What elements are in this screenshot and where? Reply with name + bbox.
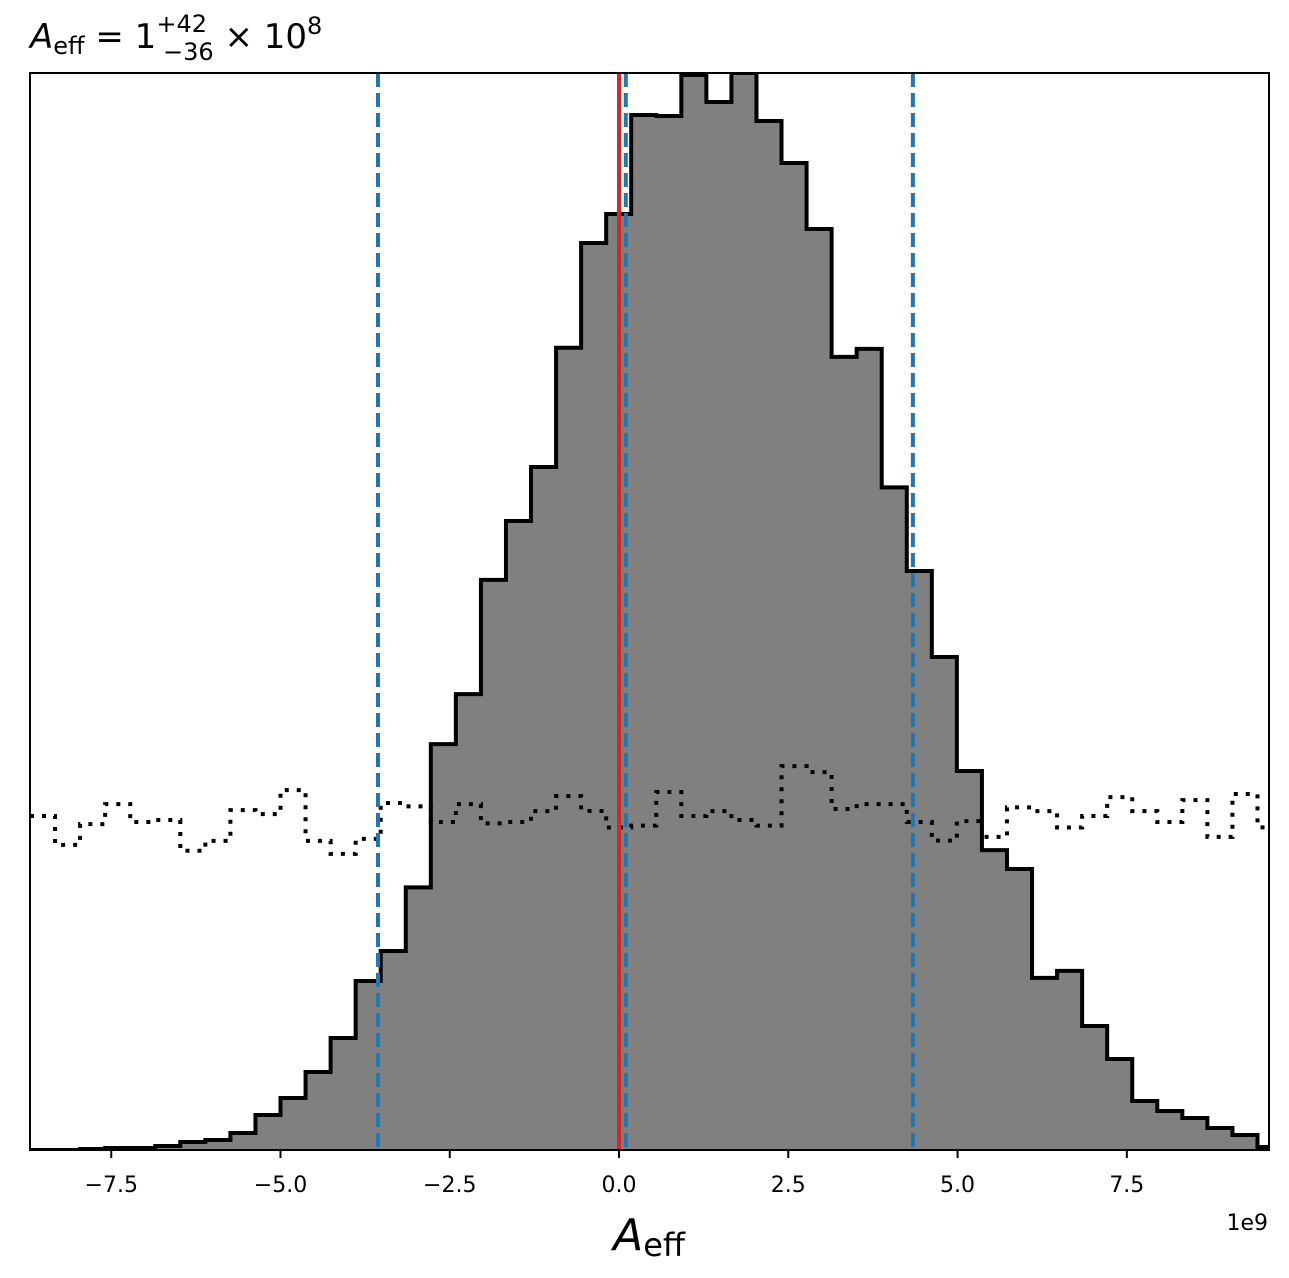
x-tick-label: 2.5 — [771, 1173, 806, 1198]
posterior-bar — [981, 850, 1008, 1150]
posterior-bar — [556, 347, 582, 1150]
x-tick-label: −7.5 — [85, 1173, 138, 1198]
posterior-bar — [806, 228, 833, 1150]
posterior-bar — [1107, 1058, 1133, 1150]
posterior-bar — [906, 571, 933, 1150]
posterior-bar — [1207, 1128, 1234, 1150]
xlabel-symbol: A — [610, 1210, 643, 1261]
posterior-bar — [531, 466, 557, 1150]
posterior-bar — [1006, 869, 1033, 1150]
posterior-bar — [931, 657, 958, 1150]
x-tick-label: −2.5 — [423, 1173, 476, 1198]
x-axis-label: Aeff — [610, 1210, 686, 1264]
posterior-bar — [1082, 1026, 1108, 1150]
posterior-bar — [255, 1114, 282, 1150]
posterior-bar — [280, 1097, 307, 1150]
xlabel-sub: eff — [643, 1226, 686, 1264]
posterior-bar — [881, 487, 908, 1150]
posterior-bar — [205, 1139, 232, 1150]
x-tick-label: 0.0 — [602, 1173, 637, 1198]
posterior-bar — [380, 950, 407, 1150]
posterior-bar — [956, 771, 983, 1150]
posterior-bar — [230, 1132, 257, 1150]
x-tick-label: 7.5 — [1109, 1173, 1144, 1198]
posterior-bar — [1157, 1111, 1183, 1150]
title-exp: 8 — [307, 12, 322, 40]
posterior-bar — [330, 1037, 357, 1150]
posterior-bar — [405, 887, 432, 1150]
posterior-bar — [505, 521, 532, 1150]
posterior-bar — [180, 1142, 206, 1150]
posterior-bar — [1132, 1100, 1158, 1150]
plot-area — [30, 73, 1289, 1150]
posterior-bar — [455, 694, 482, 1150]
x-tick-label: −5.0 — [254, 1173, 307, 1198]
posterior-bar — [1232, 1135, 1259, 1150]
title-equals: = 1 — [85, 17, 157, 57]
posterior-bar — [631, 115, 657, 1150]
posterior-bar — [781, 163, 808, 1150]
posterior-bar — [681, 75, 707, 1150]
posterior-bar — [430, 744, 457, 1150]
posterior-bar — [480, 579, 507, 1150]
posterior-bar — [1057, 970, 1083, 1150]
posterior-bar — [1182, 1118, 1208, 1150]
posterior-bar — [1032, 977, 1058, 1150]
chart-title: Aeff = 1+42 −36 × 108 — [28, 10, 322, 66]
title-sup: +42 — [156, 10, 207, 38]
posterior-bar — [581, 242, 607, 1150]
plot-frame — [29, 72, 1270, 1151]
posterior-bar — [1283, 1139, 1289, 1150]
x-axis-offset-label: 1e9 — [1226, 1211, 1268, 1236]
x-tick-label: 5.0 — [940, 1173, 975, 1198]
title-symbol-sub: eff — [53, 32, 85, 60]
posterior-outline — [30, 73, 1269, 1150]
posterior-bar — [831, 356, 858, 1150]
posterior-bar — [656, 115, 682, 1150]
posterior-bar — [706, 101, 733, 1150]
posterior-bar — [756, 121, 783, 1150]
prior-outline — [30, 764, 1269, 856]
title-times: × 10 — [214, 17, 307, 57]
title-sub: −36 — [163, 38, 214, 66]
title-symbol: A — [28, 17, 53, 57]
posterior-bar — [305, 1072, 332, 1150]
posterior-bar — [856, 348, 883, 1150]
posterior-bar — [731, 73, 758, 1150]
